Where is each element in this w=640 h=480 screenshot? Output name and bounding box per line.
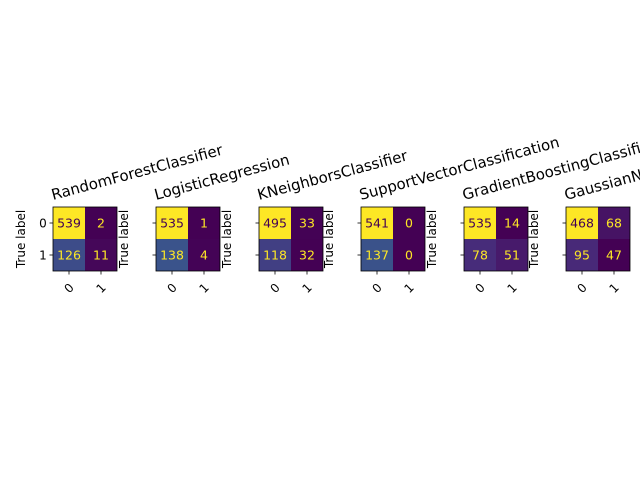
x-tick-label: 1 xyxy=(607,281,622,296)
matrix-cell-r1-c0 xyxy=(156,239,188,271)
cell-value-r1-c0: 137 xyxy=(365,248,389,263)
x-tick-label: 1 xyxy=(300,281,315,296)
x-tick-label: 0 xyxy=(268,281,283,296)
matrix-cell-r1-c1 xyxy=(598,239,630,271)
cell-value-r1-c0: 95 xyxy=(574,248,590,263)
cell-value-r0-c1: 2 xyxy=(97,216,105,231)
axes-frame xyxy=(258,206,324,272)
cell-value-r0-c0: 535 xyxy=(468,216,492,231)
axes-frame xyxy=(565,206,631,272)
cell-value-r1-c0: 118 xyxy=(263,248,287,263)
cell-value-r0-c1: 33 xyxy=(299,216,315,231)
axes-frame xyxy=(360,206,426,272)
cell-value-r0-c1: 0 xyxy=(405,216,413,231)
cell-value-r0-c0: 495 xyxy=(263,216,287,231)
x-tick-label: 0 xyxy=(370,281,385,296)
x-tick-label: 0 xyxy=(165,281,180,296)
cell-value-r1-c1: 47 xyxy=(606,248,622,263)
cell-value-r0-c1: 1 xyxy=(200,216,208,231)
matrix-cell-r0-c0 xyxy=(361,207,393,239)
matrix-cell-r1-c1 xyxy=(188,239,220,271)
matrix-cell-r1-c0 xyxy=(361,239,393,271)
matrix-cell-r1-c1 xyxy=(496,239,528,271)
cell-value-r0-c0: 535 xyxy=(160,216,184,231)
panel-title: RandomForestClassifier xyxy=(49,141,225,204)
matrix-cell-r1-c1 xyxy=(291,239,323,271)
cell-value-r0-c0: 541 xyxy=(365,216,389,231)
y-axis-label: True label xyxy=(425,210,439,269)
matrix-cell-r1-c1 xyxy=(85,239,117,271)
cell-value-r1-c1: 32 xyxy=(299,248,315,263)
matrix-cell-r0-c1 xyxy=(393,207,425,239)
matrix-cell-r0-c1 xyxy=(496,207,528,239)
cell-value-r1-c1: 11 xyxy=(93,248,109,263)
matrix-cell-r1-c0 xyxy=(259,239,291,271)
cell-value-r0-c0: 468 xyxy=(570,216,594,231)
cell-value-r0-c1: 14 xyxy=(504,216,520,231)
matrix-cell-r0-c0 xyxy=(259,207,291,239)
matrix-cell-r1-c0 xyxy=(566,239,598,271)
matrix-cell-r0-c0 xyxy=(53,207,85,239)
x-tick-label: 0 xyxy=(62,281,77,296)
cell-value-r1-c0: 78 xyxy=(472,248,488,263)
matrix-cell-r0-c0 xyxy=(464,207,496,239)
axes-frame xyxy=(52,206,118,272)
cell-value-r1-c1: 4 xyxy=(200,248,208,263)
matrix-cell-r1-c1 xyxy=(393,239,425,271)
y-tick-label: 0 xyxy=(39,217,47,231)
y-axis-label: True label xyxy=(117,210,131,269)
y-tick-label: 1 xyxy=(39,249,47,263)
cell-value-r1-c1: 0 xyxy=(405,248,413,263)
cell-value-r1-c0: 138 xyxy=(160,248,184,263)
x-tick-label: 1 xyxy=(197,281,212,296)
matrix-cell-r1-c0 xyxy=(464,239,496,271)
x-tick-label: 0 xyxy=(473,281,488,296)
matrix-cell-r0-c1 xyxy=(85,207,117,239)
matrix-cell-r0-c1 xyxy=(598,207,630,239)
matrix-cell-r0-c0 xyxy=(156,207,188,239)
x-tick-label: 1 xyxy=(402,281,417,296)
x-tick-label: 1 xyxy=(505,281,520,296)
axes-frame xyxy=(155,206,221,272)
matrix-cell-r1-c0 xyxy=(53,239,85,271)
y-axis-label: True label xyxy=(220,210,234,269)
matrix-cell-r0-c0 xyxy=(566,207,598,239)
matrix-cell-r0-c1 xyxy=(291,207,323,239)
cell-value-r0-c1: 68 xyxy=(606,216,622,231)
matrix-cell-r0-c1 xyxy=(188,207,220,239)
y-axis-label: True label xyxy=(14,210,28,269)
x-tick-label: 1 xyxy=(94,281,109,296)
y-axis-label: True label xyxy=(527,210,541,269)
axes-frame xyxy=(463,206,529,272)
x-tick-label: 0 xyxy=(575,281,590,296)
cell-value-r1-c0: 126 xyxy=(57,248,81,263)
y-axis-label: True label xyxy=(322,210,336,269)
cell-value-r0-c0: 539 xyxy=(57,216,81,231)
cell-value-r1-c1: 51 xyxy=(504,248,520,263)
